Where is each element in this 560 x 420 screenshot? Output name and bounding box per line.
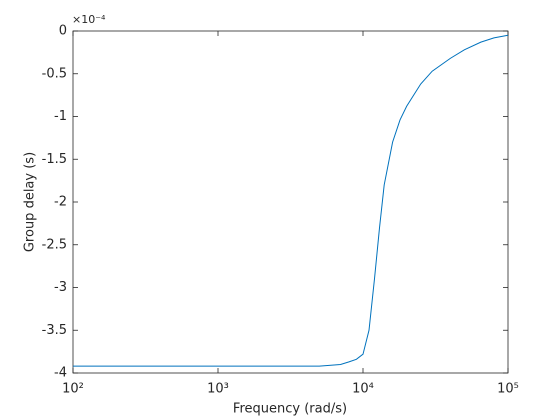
x-tick-label: 10³	[207, 382, 229, 397]
y-tick-label: -1.5	[42, 152, 67, 167]
y-axis-label: Group delay (s)	[23, 152, 38, 252]
y-tick-label: -3	[54, 280, 67, 295]
x-axis-label: Frequency (rad/s)	[233, 402, 347, 417]
plot-frame	[72, 30, 509, 374]
x-tick-label: 10²	[62, 382, 84, 397]
x-tick-label: 10⁵	[497, 382, 519, 397]
y-tick-label: -3.5	[42, 323, 67, 338]
x-tick-label: 10⁴	[352, 382, 374, 397]
y-tick-label: -1	[54, 109, 67, 124]
y-tick-label: -2	[54, 195, 67, 210]
y-tick-label: -4	[54, 366, 67, 381]
y-multiplier: ×10⁻⁴	[72, 13, 106, 26]
data-line	[73, 34, 509, 367]
y-tick-label: 0	[59, 24, 67, 39]
y-tick-label: -0.5	[42, 66, 67, 81]
y-tick-label: -2.5	[42, 237, 67, 252]
